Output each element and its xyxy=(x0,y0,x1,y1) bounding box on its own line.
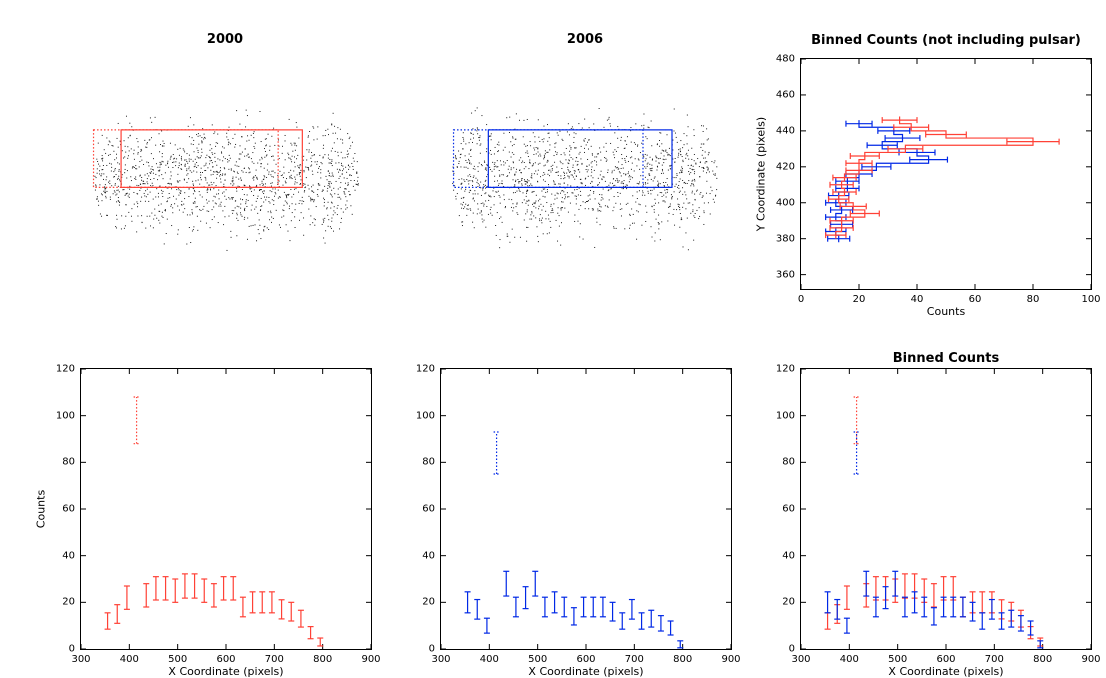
panel-scatter-2006: 2006 xyxy=(440,58,730,288)
y-tick: 40 xyxy=(782,550,795,561)
y-tick: 20 xyxy=(782,597,795,608)
binned-x-overlay-svg xyxy=(801,369,1091,649)
y-tick: 20 xyxy=(422,597,435,608)
x-tick: 800 xyxy=(313,654,332,665)
y-tick: 80 xyxy=(422,457,435,468)
y-tick: 80 xyxy=(62,457,75,468)
panel-binned-x-2006: X Coordinate (pixels) 300400500600700800… xyxy=(440,368,732,650)
y-tick: 60 xyxy=(782,504,795,515)
x-tick: 700 xyxy=(625,654,644,665)
x-tick: 800 xyxy=(1033,654,1052,665)
binned-x-2000-svg xyxy=(81,369,371,649)
y-tick: 120 xyxy=(776,364,795,375)
title-2006: 2006 xyxy=(567,32,603,47)
x-tick: 500 xyxy=(168,654,187,665)
x-tick: 40 xyxy=(911,294,924,305)
y-tick: 420 xyxy=(776,161,795,172)
binned-x-2006-svg xyxy=(441,369,731,649)
y-tick: 0 xyxy=(69,644,75,655)
y-tick: 0 xyxy=(429,644,435,655)
y-tick: 120 xyxy=(56,364,75,375)
x-tick: 0 xyxy=(798,294,804,305)
x-tick: 80 xyxy=(1027,294,1040,305)
x-tick: 900 xyxy=(721,654,740,665)
panel-binned-x-overlay: Binned Counts X Coordinate (pixels) 3004… xyxy=(800,368,1092,650)
y-tick: 20 xyxy=(62,597,75,608)
x-tick: 400 xyxy=(120,654,139,665)
x-tick: 600 xyxy=(216,654,235,665)
x-tick: 600 xyxy=(936,654,955,665)
binned-y-svg xyxy=(801,59,1091,289)
y-tick: 0 xyxy=(789,644,795,655)
scatter-2000-svg xyxy=(80,58,370,288)
xlabel-counts: Counts xyxy=(927,305,965,318)
panel-scatter-2000: 2000 xyxy=(80,58,370,288)
y-tick: 400 xyxy=(776,197,795,208)
y-tick: 480 xyxy=(776,54,795,65)
scatter-2006-svg xyxy=(440,58,730,288)
title-2000: 2000 xyxy=(207,32,243,47)
x-tick: 100 xyxy=(1081,294,1100,305)
y-tick: 360 xyxy=(776,269,795,280)
y-tick: 380 xyxy=(776,233,795,244)
y-tick: 100 xyxy=(56,410,75,421)
title-binned-counts: Binned Counts xyxy=(893,351,999,366)
x-tick: 700 xyxy=(985,654,1004,665)
x-tick: 300 xyxy=(431,654,450,665)
title-binned-y: Binned Counts (not including pulsar) xyxy=(811,33,1081,48)
x-tick: 300 xyxy=(791,654,810,665)
ylabel-ycoord: Y Coordinate (pixels) xyxy=(755,117,768,231)
panel-binned-x-2000: Counts X Coordinate (pixels) 30040050060… xyxy=(80,368,372,650)
y-tick: 40 xyxy=(422,550,435,561)
y-tick: 60 xyxy=(422,504,435,515)
x-tick: 20 xyxy=(853,294,866,305)
panel-binned-y: Binned Counts (not including pulsar) Y C… xyxy=(800,58,1092,290)
y-tick: 40 xyxy=(62,550,75,561)
x-tick: 400 xyxy=(480,654,499,665)
x-tick: 400 xyxy=(840,654,859,665)
x-tick: 600 xyxy=(576,654,595,665)
x-tick: 60 xyxy=(969,294,982,305)
y-tick: 440 xyxy=(776,125,795,136)
x-tick: 700 xyxy=(265,654,284,665)
y-tick: 120 xyxy=(416,364,435,375)
y-tick: 60 xyxy=(62,504,75,515)
x-tick: 500 xyxy=(888,654,907,665)
x-tick: 300 xyxy=(71,654,90,665)
y-tick: 460 xyxy=(776,89,795,100)
y-tick: 100 xyxy=(416,410,435,421)
x-tick: 500 xyxy=(528,654,547,665)
x-tick: 900 xyxy=(361,654,380,665)
x-tick: 800 xyxy=(673,654,692,665)
y-tick: 100 xyxy=(776,410,795,421)
ylabel-counts-1: Counts xyxy=(35,490,48,528)
y-tick: 80 xyxy=(782,457,795,468)
x-tick: 900 xyxy=(1081,654,1100,665)
